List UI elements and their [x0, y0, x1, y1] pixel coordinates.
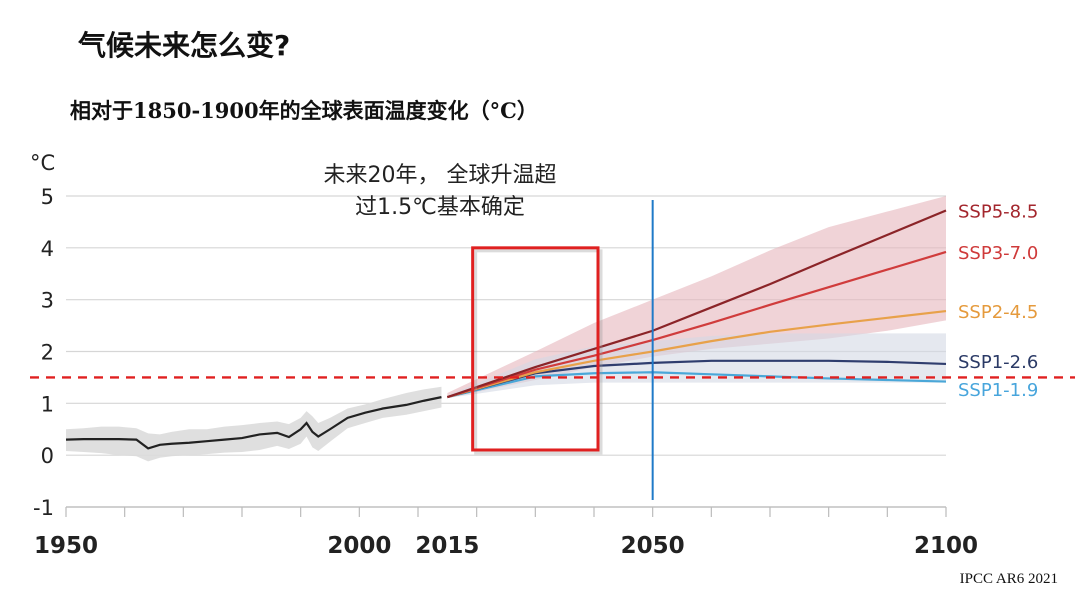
y-tick-label--1: -1: [33, 496, 54, 520]
x-tick-label-2015: 2015: [415, 533, 479, 559]
axes: -1 0 1 2 3 4 5 1950 2000 2015 2050 2100: [33, 185, 978, 559]
x-tick-label-2000: 2000: [327, 533, 391, 559]
series-label-ssp5-8.5: SSP5-8.5: [958, 202, 1038, 223]
source-citation: IPCC AR6 2021: [959, 571, 1058, 587]
series-label-ssp3-7.0: SSP3-7.0: [958, 243, 1038, 264]
series-label-ssp2-4.5: SSP2-4.5: [958, 302, 1038, 323]
series-line-ssp1-1.9: [447, 371, 947, 399]
reference-lines: [30, 200, 1075, 500]
highlight-box-shadow: [474, 249, 603, 455]
y-axis-unit-label: °C: [30, 151, 55, 175]
series-label-ssp1-1.9: SSP1-1.9: [958, 380, 1038, 401]
uncertainty-bands: [66, 196, 946, 462]
x-tick-label-2050: 2050: [621, 533, 685, 559]
x-tick-label-2100: 2100: [914, 533, 978, 559]
series-lines: [65, 209, 947, 450]
y-tick-label-3: 3: [41, 289, 54, 313]
series-labels: SSP5-8.5 SSP3-7.0 SSP2-4.5 SSP1-2.6 SSP1-1.9: [958, 202, 1038, 401]
series-label-ssp1-2.6: SSP1-2.6: [958, 352, 1038, 373]
historical-range-band: [66, 386, 442, 462]
highlight-box: [471, 246, 600, 452]
annotation: 未来20年， 全球升温超 过1.5℃基本确定: [324, 163, 557, 220]
x-tick-label-1950: 1950: [34, 533, 98, 559]
series-line-ssp5-8.5: [446, 209, 947, 399]
annotation-line-1: 未来20年， 全球升温超: [324, 163, 557, 188]
series-line-ssp1-2.6: [447, 359, 947, 399]
y-tick-label-0: 0: [41, 444, 54, 468]
y-tick-label-5: 5: [41, 185, 54, 209]
series-line-ssp3-7.0: [447, 250, 947, 399]
annotation-line-2: 过1.5℃基本确定: [355, 195, 525, 220]
y-tick-label-2: 2: [41, 341, 54, 365]
band-ssp5-8-5-range: [447, 196, 946, 399]
chart-title: 相对于1850-1900年的全球表面温度变化（°C）: [70, 98, 538, 123]
historical-line: [65, 396, 442, 450]
y-tick-label-4: 4: [41, 237, 54, 261]
band-ssp1-2-6-range: [447, 333, 946, 399]
series-line-ssp2-4.5: [447, 309, 947, 399]
slide-title: 气候未来怎么变?: [78, 29, 291, 62]
y-tick-label-1: 1: [41, 392, 54, 416]
